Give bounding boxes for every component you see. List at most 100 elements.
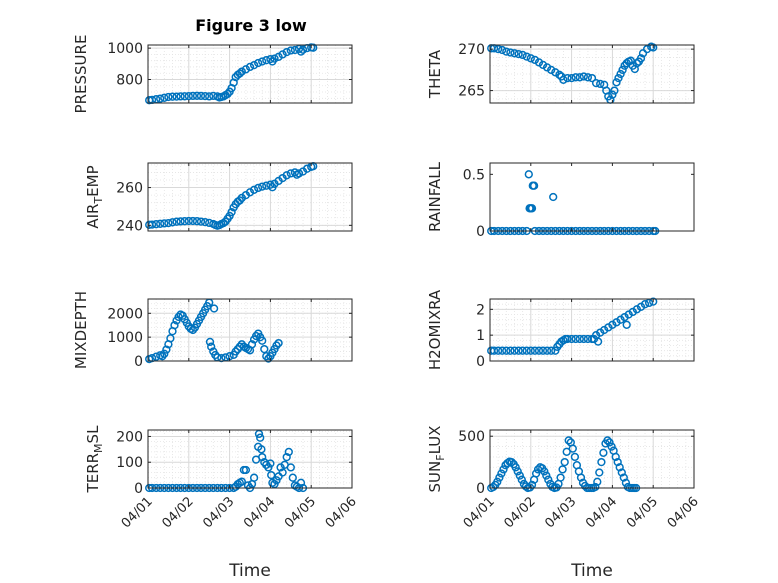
data-point bbox=[515, 471, 524, 480]
data-point bbox=[235, 69, 244, 78]
data-point bbox=[249, 60, 259, 70]
plot-area bbox=[148, 299, 352, 361]
data-point bbox=[205, 337, 215, 347]
data-point bbox=[616, 69, 625, 79]
data-point bbox=[160, 349, 169, 358]
data-point bbox=[278, 468, 287, 477]
data-point bbox=[549, 192, 558, 202]
data-point bbox=[180, 217, 189, 226]
data-point bbox=[591, 78, 601, 88]
data-point bbox=[524, 170, 533, 179]
data-point bbox=[282, 452, 291, 462]
data-point bbox=[568, 444, 577, 453]
data-point bbox=[156, 94, 165, 103]
data-point bbox=[241, 65, 251, 74]
data-point bbox=[576, 473, 586, 482]
data-point bbox=[227, 207, 236, 217]
data-point bbox=[241, 465, 251, 475]
subplot-theta: 265 270 THETA bbox=[426, 42, 695, 104]
data-point bbox=[254, 58, 263, 68]
data-point bbox=[632, 305, 642, 314]
data-point bbox=[298, 45, 308, 54]
y-tick-label: 270 bbox=[458, 42, 485, 58]
data-point bbox=[147, 220, 157, 229]
data-point bbox=[245, 188, 255, 197]
data-point bbox=[286, 463, 295, 472]
y-tick-label: 0 bbox=[134, 354, 143, 370]
data-point bbox=[260, 344, 269, 354]
subplot-rainfall: 0 0.5 RAINFALL bbox=[426, 161, 695, 240]
data-point bbox=[538, 60, 548, 70]
data-point bbox=[559, 75, 568, 84]
data-point bbox=[510, 49, 519, 58]
axes-box bbox=[489, 162, 695, 232]
data-point bbox=[205, 92, 214, 101]
data-point bbox=[180, 92, 189, 101]
data-point bbox=[506, 346, 515, 355]
y-tick-label: 240 bbox=[116, 218, 143, 234]
data-point bbox=[526, 346, 535, 355]
data-point bbox=[612, 78, 621, 87]
data-point bbox=[603, 436, 612, 445]
data-point bbox=[219, 218, 228, 228]
data-point bbox=[608, 90, 617, 99]
data-point bbox=[591, 482, 600, 492]
y-tick-label: 2000 bbox=[107, 306, 143, 322]
data-point bbox=[531, 469, 541, 478]
data-point bbox=[495, 473, 504, 482]
data-point bbox=[544, 475, 553, 484]
data-point bbox=[563, 73, 572, 83]
data-point bbox=[619, 473, 628, 482]
data-point bbox=[192, 217, 202, 226]
subplot-pressure: 800 1000 PRESSURE bbox=[72, 35, 353, 114]
data-point bbox=[502, 346, 511, 355]
data-point bbox=[636, 54, 646, 63]
data-point bbox=[176, 217, 185, 226]
data-point bbox=[649, 43, 658, 52]
data-point bbox=[649, 297, 658, 306]
data-point bbox=[514, 49, 523, 59]
data-point bbox=[251, 331, 261, 341]
data-point bbox=[513, 467, 522, 476]
data-point bbox=[262, 352, 271, 361]
data-point bbox=[615, 463, 624, 472]
y-tick-label: 1000 bbox=[107, 41, 143, 57]
data-point bbox=[510, 346, 519, 355]
data-point bbox=[575, 334, 584, 344]
data-point bbox=[527, 204, 537, 213]
data-point bbox=[493, 477, 502, 486]
plot-area bbox=[490, 430, 694, 488]
data-point bbox=[249, 473, 259, 482]
y-axis-label: PRESSURE bbox=[72, 35, 90, 114]
data-point bbox=[160, 93, 169, 102]
y-axis-label: RAINFALL bbox=[426, 161, 444, 232]
data-point bbox=[547, 65, 556, 75]
data-point bbox=[258, 57, 267, 66]
series-markers-pressure bbox=[145, 43, 318, 105]
figure-title: Figure 3 low bbox=[195, 16, 307, 35]
plot-area bbox=[148, 430, 352, 488]
data-point bbox=[547, 346, 556, 355]
data-point bbox=[593, 337, 603, 346]
y-tick-label: 100 bbox=[116, 455, 143, 471]
data-point bbox=[170, 321, 179, 330]
data-point bbox=[162, 345, 171, 354]
data-point bbox=[632, 59, 642, 68]
data-point bbox=[518, 346, 527, 355]
data-point bbox=[613, 457, 622, 467]
data-point bbox=[611, 452, 620, 462]
data-point bbox=[286, 46, 295, 55]
data-point bbox=[542, 346, 552, 355]
data-point bbox=[258, 182, 267, 191]
y-tick-label: 2 bbox=[476, 302, 485, 318]
data-point bbox=[517, 475, 526, 484]
data-point bbox=[562, 447, 571, 456]
data-point bbox=[538, 346, 548, 355]
data-point bbox=[164, 218, 173, 228]
data-point bbox=[200, 91, 210, 101]
y-tick-label: 265 bbox=[458, 84, 485, 100]
data-point bbox=[489, 346, 499, 355]
y-axis-label: AIRTEMP bbox=[84, 165, 105, 228]
data-point bbox=[556, 473, 565, 482]
